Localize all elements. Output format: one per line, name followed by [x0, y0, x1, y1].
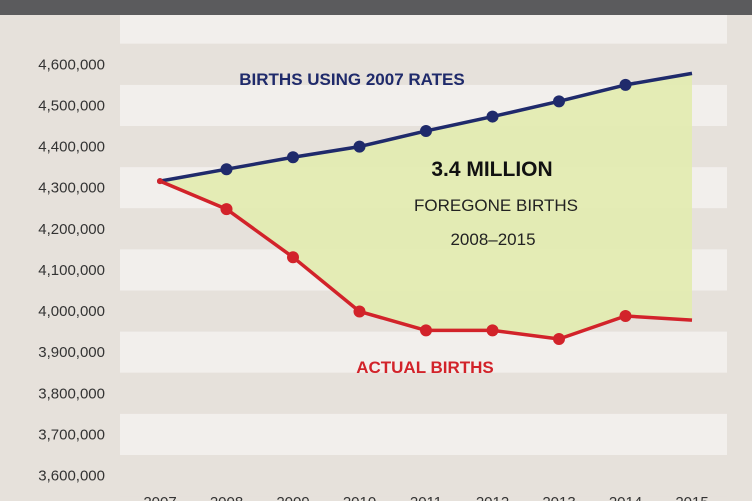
- annotation-line1: FOREGONE BIRTHS: [414, 196, 578, 215]
- x-tick-label: 2007: [143, 494, 176, 501]
- x-tick-label: 2010: [343, 494, 376, 501]
- data-point-births-using-2007-rates: [220, 163, 233, 176]
- data-points: [157, 78, 632, 346]
- x-tick-label: 2015: [675, 494, 708, 501]
- series-label-actual-births: ACTUAL BIRTHS: [356, 358, 494, 377]
- data-point-actual-births: [220, 203, 233, 216]
- y-tick-label: 4,300,000: [38, 180, 105, 197]
- x-tick-label: 2009: [276, 494, 309, 501]
- y-tick-label: 4,600,000: [38, 56, 105, 73]
- data-point-actual-births: [353, 305, 366, 318]
- y-axis-ticks: 4,600,000 4,500,000 4,400,000 4,300,000 4,20…: [38, 56, 105, 484]
- data-point-actual-births: [486, 324, 499, 337]
- y-tick-label: 3,900,000: [38, 344, 105, 361]
- grid-band: [120, 454, 727, 497]
- y-tick-label: 3,600,000: [38, 468, 105, 485]
- x-tick-label: 2008: [210, 494, 243, 501]
- foregone-births-area: [160, 73, 692, 340]
- series-label-births-using-2007-rates: BIRTHS USING 2007 RATES: [239, 70, 464, 89]
- grid-band: [120, 43, 727, 85]
- y-tick-label: 3,700,000: [38, 426, 105, 443]
- data-point-actual-births: [553, 333, 565, 346]
- data-point-births-using-2007-rates: [619, 78, 632, 91]
- x-tick-label: 2011: [410, 494, 442, 501]
- data-point-births-using-2007-rates: [420, 124, 432, 137]
- data-point-actual-births: [619, 310, 632, 323]
- data-point-births-using-2007-rates: [486, 110, 499, 123]
- y-tick-label: 4,100,000: [38, 262, 105, 279]
- data-point-births-using-2007-rates: [353, 140, 366, 153]
- data-point-actual-births: [287, 251, 299, 264]
- x-tick-label: 2012: [476, 494, 509, 501]
- x-tick-label: 2013: [542, 494, 575, 501]
- data-point-births-using-2007-rates: [553, 95, 565, 108]
- grid-band: [120, 413, 727, 455]
- y-tick-label: 3,800,000: [38, 385, 105, 402]
- annotation-line2: 2008–2015: [450, 230, 535, 249]
- y-tick-label: 4,400,000: [38, 139, 105, 156]
- y-tick-label: 4,200,000: [38, 221, 105, 238]
- data-point-actual-births: [157, 178, 163, 185]
- annotation-headline: 3.4 MILLION: [431, 158, 552, 181]
- x-axis-ticks: 2007 2008 2009 2010 2011 2012 2013 2014 2015: [143, 494, 708, 501]
- grid-band: [120, 331, 727, 373]
- data-point-actual-births: [420, 324, 432, 337]
- grid-band: [120, 15, 727, 44]
- y-tick-label: 4,000,000: [38, 303, 105, 320]
- y-tick-label: 4,500,000: [38, 97, 105, 114]
- top-bar: [0, 0, 752, 15]
- data-point-births-using-2007-rates: [287, 151, 299, 164]
- grid-band: [120, 372, 727, 414]
- x-tick-label: 2014: [609, 494, 642, 501]
